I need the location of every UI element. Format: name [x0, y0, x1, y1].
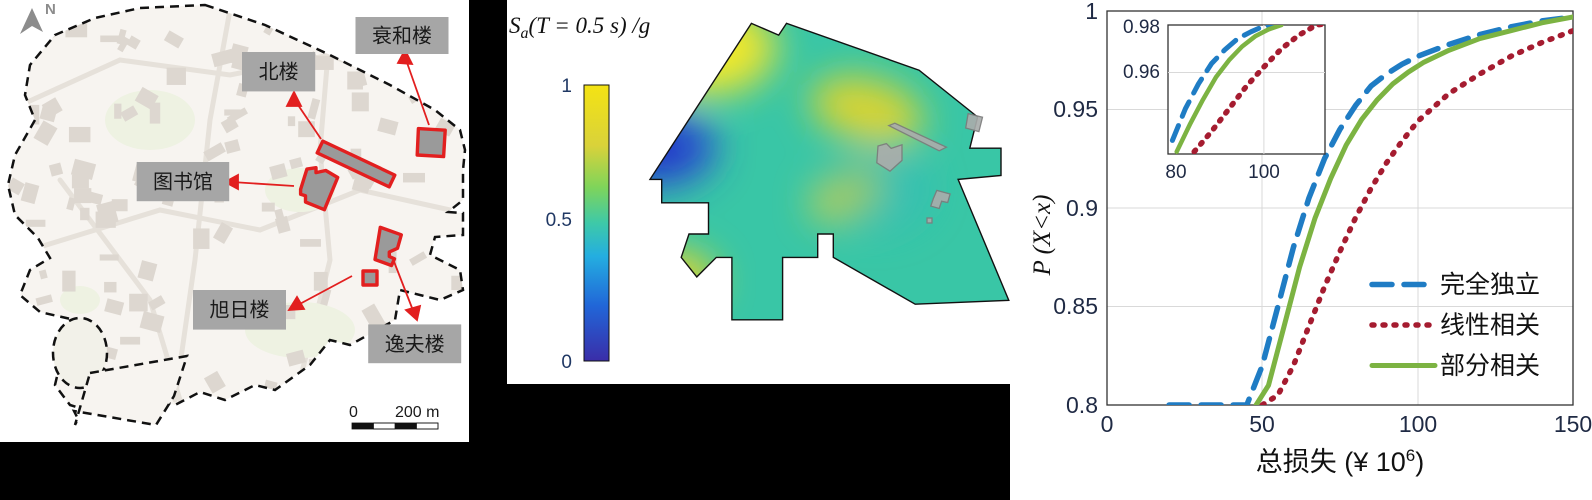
svg-text:1: 1 — [1085, 0, 1098, 24]
svg-text:0.85: 0.85 — [1053, 293, 1098, 319]
svg-text:图书馆: 图书馆 — [153, 171, 213, 194]
svg-text:北楼: 北楼 — [259, 61, 299, 84]
svg-text:衰和楼: 衰和楼 — [372, 25, 432, 48]
svg-text:0.98: 0.98 — [1123, 17, 1160, 38]
svg-text:0.5: 0.5 — [546, 210, 572, 231]
svg-text:P (X<x): P (X<x) — [1029, 195, 1056, 277]
svg-text:100: 100 — [1399, 411, 1437, 437]
svg-text:0.96: 0.96 — [1123, 62, 1160, 83]
svg-text:0: 0 — [1101, 411, 1114, 437]
svg-text:1: 1 — [561, 76, 572, 97]
svg-text:200 m: 200 m — [395, 404, 439, 421]
svg-text:50: 50 — [1249, 411, 1275, 437]
svg-text:80: 80 — [1165, 162, 1186, 183]
svg-text:0.95: 0.95 — [1053, 96, 1098, 122]
svg-text:总损失 (¥ 106): 总损失 (¥ 106) — [1256, 446, 1425, 477]
svg-text:N: N — [45, 1, 56, 18]
svg-text:150: 150 — [1554, 411, 1592, 437]
svg-text:0.8: 0.8 — [1066, 392, 1098, 418]
svg-text:部分相关: 部分相关 — [1440, 352, 1540, 380]
svg-text:旭日楼: 旭日楼 — [210, 299, 270, 322]
svg-text:逸夫楼: 逸夫楼 — [385, 333, 445, 356]
svg-text:完全独立: 完全独立 — [1440, 271, 1540, 299]
svg-text:0: 0 — [561, 352, 572, 373]
svg-text:0: 0 — [349, 404, 358, 421]
svg-text:100: 100 — [1248, 162, 1280, 183]
svg-text:Sa(T = 0.5 s) /g: Sa(T = 0.5 s) /g — [509, 13, 650, 42]
svg-text:线性相关: 线性相关 — [1440, 312, 1540, 340]
svg-text:0.9: 0.9 — [1066, 195, 1098, 221]
